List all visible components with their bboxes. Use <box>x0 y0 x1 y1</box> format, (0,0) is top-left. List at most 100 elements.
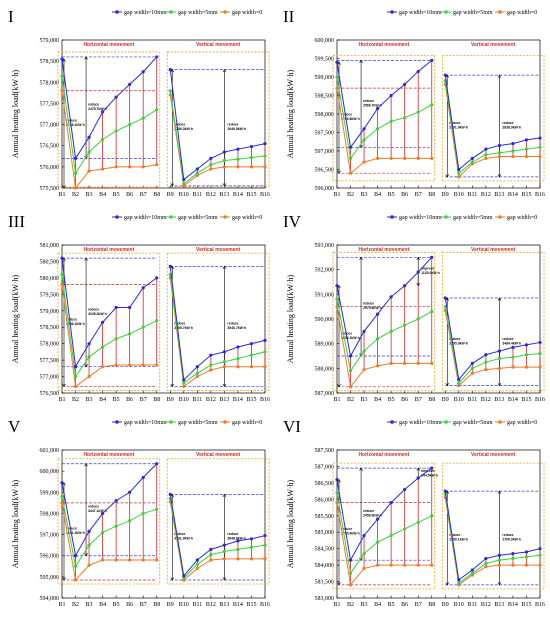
section-box <box>441 54 545 182</box>
annotation-arrowhead <box>222 183 227 187</box>
data-point <box>114 337 118 341</box>
annotation-value: 3636.1kW·h <box>66 322 85 326</box>
annotation-label: reduce <box>502 121 513 125</box>
y-axis-label: Annual heating load(kW·h) <box>11 479 20 568</box>
x-tick-label: B3 <box>86 192 93 198</box>
data-point <box>335 284 339 288</box>
data-point <box>209 156 213 160</box>
data-point <box>484 556 488 561</box>
data-point <box>524 147 529 151</box>
x-tick-label: B11 <box>192 602 202 608</box>
x-tick-label: B3 <box>86 397 93 403</box>
x-tick-label: B4 <box>374 397 381 403</box>
x-tick-label: B2 <box>347 192 354 198</box>
x-tick-label: B14 <box>233 397 243 403</box>
x-tick-label: B6 <box>401 602 408 608</box>
data-point <box>87 169 91 173</box>
data-point <box>101 345 105 349</box>
data-point <box>263 154 267 158</box>
annotation-label: reduce <box>66 119 77 123</box>
data-point <box>168 89 172 93</box>
data-point <box>524 550 529 554</box>
data-point <box>389 93 393 98</box>
annotation-value: 2799.1kW·h <box>449 537 468 541</box>
legend-label: gap width=0 <box>507 420 537 426</box>
annotation-value: 2566.7kW·h <box>363 103 382 107</box>
data-point <box>524 154 529 159</box>
data-point <box>155 163 159 167</box>
data-point <box>128 305 132 310</box>
series-line <box>169 498 266 579</box>
annotation-label: reduce <box>363 99 374 103</box>
data-point <box>484 565 488 569</box>
y-tick-label: 599,000 <box>315 75 335 81</box>
annotation-arrowhead <box>445 382 450 387</box>
legend-swatch-marker <box>223 215 227 219</box>
y-tick-label: 586,000 <box>315 497 335 503</box>
y-axis-label: Annual heating load(kW·h) <box>286 479 295 568</box>
data-point <box>389 563 393 567</box>
annotation-arrowhead <box>445 174 450 178</box>
data-point <box>222 350 226 354</box>
section-box <box>57 51 161 188</box>
data-point <box>128 165 132 169</box>
data-point <box>73 578 78 582</box>
y-tick-label: 581,000 <box>40 243 60 249</box>
x-tick-label: B10 <box>179 397 189 403</box>
series-line <box>61 496 157 568</box>
annotation-arrowhead <box>170 577 175 581</box>
x-tick-label: B7 <box>140 397 147 403</box>
series-line <box>336 502 432 587</box>
series-line <box>169 501 265 581</box>
y-tick-label: 587,000 <box>315 391 335 397</box>
data-point <box>511 365 515 369</box>
section-box <box>166 51 270 188</box>
data-point <box>403 284 407 288</box>
panel-numeral: III <box>8 212 25 231</box>
y-axis-label: Annual heating load(kW·h) <box>11 69 20 158</box>
data-point <box>87 355 91 359</box>
annotation-label: reduce <box>363 509 374 513</box>
data-point <box>222 549 226 554</box>
x-tick-label: B4 <box>99 397 106 403</box>
series-line <box>169 90 266 185</box>
data-point <box>335 501 339 505</box>
y-axis-label: Annual heating load(kW·h) <box>11 274 20 363</box>
legend-label: gap width=10mm <box>124 215 167 221</box>
annotation-label: reduce <box>363 302 374 306</box>
annotation-arrowhead <box>416 283 420 287</box>
data-point <box>249 557 254 561</box>
section-box <box>166 458 270 585</box>
annotation-arrowhead <box>359 256 363 260</box>
data-point <box>101 320 105 324</box>
x-tick-label: B10 <box>454 397 464 403</box>
annotation-arrowhead <box>359 59 363 64</box>
annotation-arrowhead <box>222 493 227 498</box>
x-tick-label: B2 <box>72 192 79 198</box>
data-point <box>101 511 105 516</box>
data-point <box>376 563 380 567</box>
legend-label: gap width=0 <box>232 10 262 16</box>
data-point <box>416 563 420 567</box>
section-box <box>57 252 161 391</box>
data-point <box>155 108 159 112</box>
chart-panel-VI: VI gap width=10mm gap width=5mm gap width=0… <box>275 410 550 620</box>
data-point <box>511 149 515 153</box>
series-line <box>336 256 433 358</box>
legend-swatch-marker <box>223 420 227 424</box>
section-label: Vertical movement <box>471 452 516 458</box>
annotation-label: reduce <box>502 533 513 537</box>
data-point <box>155 462 159 466</box>
data-point <box>87 563 91 567</box>
data-point <box>497 558 501 562</box>
legend-swatch-marker <box>390 215 394 219</box>
legend-label: gap width=0 <box>232 420 262 426</box>
x-tick-label: B12 <box>206 602 216 608</box>
data-point <box>263 338 267 342</box>
data-point <box>236 157 240 161</box>
data-point <box>87 150 91 154</box>
series-line <box>169 94 265 187</box>
series-line <box>61 75 157 175</box>
data-point <box>60 256 64 260</box>
annotation-arrowhead <box>84 56 88 60</box>
